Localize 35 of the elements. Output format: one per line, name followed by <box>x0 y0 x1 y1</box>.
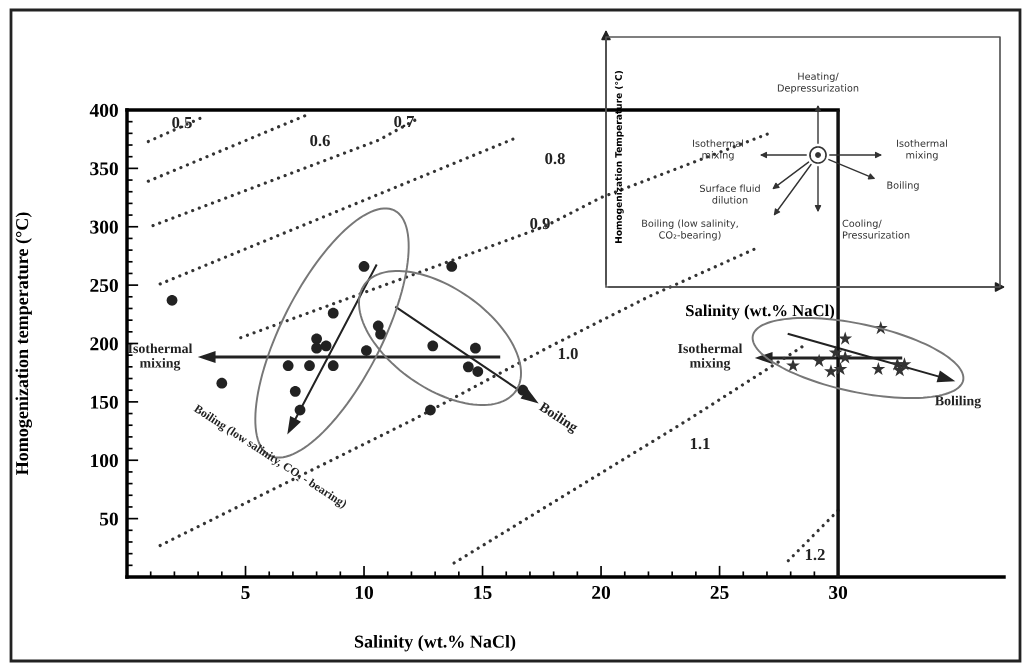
y-axis-title: Homogenization temperature (°C) <box>15 212 32 475</box>
y-tick-label: 400 <box>89 103 118 117</box>
annotation: 0.6 <box>310 134 330 147</box>
text: Salinity (wt.% NaCl) <box>686 304 835 320</box>
annotation: Boiling (low salinity, CO₂-bearing) <box>642 219 738 241</box>
y-tick-label: 100 <box>91 454 118 468</box>
annotation: 0.5 <box>172 116 192 129</box>
annotation: 0.7 <box>394 115 415 128</box>
annotation: 1.2 <box>805 548 825 561</box>
x-tick-label: 15 <box>474 585 492 600</box>
y-tick-label: 350 <box>90 162 118 176</box>
annotation: Surface fluid dilution <box>700 184 760 204</box>
text: Heating/ Depressurization <box>777 72 859 94</box>
annotation: Boliling <box>935 395 982 409</box>
annotation: Cooling/ Pressurization <box>842 219 910 239</box>
x-tick-label: 30 <box>829 585 848 600</box>
y-tick-label: 50 <box>100 512 118 526</box>
annotation: 1.0 <box>558 347 578 360</box>
x-tick-label: 10 <box>355 585 374 600</box>
annotation: 1.1 <box>690 438 710 450</box>
annotation: Isothermal mixing <box>693 139 743 161</box>
annotation: Boiling <box>887 181 919 191</box>
annotation: Isothermal mixing <box>678 343 743 371</box>
text: Homogenization Temperature (°C) <box>614 71 624 243</box>
y-tick-label: 150 <box>91 395 118 409</box>
annotation: Isothermal mixing <box>897 139 947 161</box>
x-axis-title: Salinity (wt.% NaCl) <box>354 635 516 652</box>
x-tick-label: 5 <box>241 586 250 600</box>
y-tick-label: 300 <box>90 220 118 234</box>
x-tick-label: 25 <box>710 585 729 600</box>
y-tick-label: 200 <box>90 337 118 351</box>
x-tick-label: 20 <box>592 585 611 600</box>
annotation: 0.8 <box>545 152 565 165</box>
annotation: 0.9 <box>530 217 550 230</box>
y-tick-label: 250 <box>90 278 118 293</box>
